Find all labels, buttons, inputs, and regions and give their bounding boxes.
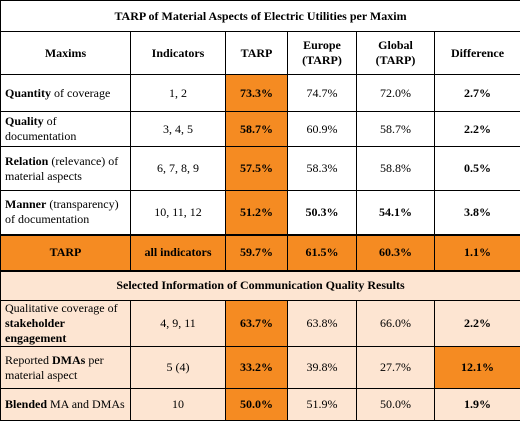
cell: 58.3% <box>288 147 357 191</box>
item-bold: stakeholder engagement <box>5 316 66 345</box>
cell: 6, 7, 8, 9 <box>131 147 226 191</box>
item-text: Reported <box>5 353 52 367</box>
cell: 58.7% <box>357 112 435 147</box>
header: TARP <box>226 32 288 75</box>
maxim-bold: Relation <box>5 154 48 168</box>
header: Maxims <box>1 32 131 75</box>
total-cell: 59.7% <box>226 235 288 271</box>
header: Difference <box>435 32 520 75</box>
cell: 10, 11, 12 <box>131 191 226 235</box>
section-title: Selected Information of Communication Qu… <box>1 271 520 301</box>
maxim: Quality of documentation <box>1 112 131 147</box>
cell: 39.8% <box>288 347 357 389</box>
header: Indicators <box>131 32 226 75</box>
total-cell: all indicators <box>131 235 226 271</box>
maxim-bold: Quality <box>5 114 44 128</box>
cell: 63.7% <box>226 301 288 347</box>
cell: 58.7% <box>226 112 288 147</box>
cell: 1, 2 <box>131 75 226 112</box>
maxim-text: of coverage <box>51 86 110 100</box>
cell: 1.9% <box>435 389 520 421</box>
total-cell: 61.5% <box>288 235 357 271</box>
total-cell: TARP <box>1 235 131 271</box>
cell: 2.7% <box>435 75 520 112</box>
item-bold: DMAs <box>52 353 85 367</box>
item: Reported DMAs per material aspect <box>1 347 131 389</box>
maxim: Manner (transparency) of documentation <box>1 191 131 235</box>
maxim: Relation (relevance) of material aspects <box>1 147 131 191</box>
cell: 10 <box>131 389 226 421</box>
cell: 3, 4, 5 <box>131 112 226 147</box>
item-text: MA and DMAs <box>47 397 125 411</box>
total-cell: 60.3% <box>357 235 435 271</box>
item: Blended MA and DMAs <box>1 389 131 421</box>
cell: 12.1% <box>435 347 520 389</box>
cell: 73.3% <box>226 75 288 112</box>
item-bold: Blended <box>5 397 47 411</box>
item: Qualitative coverage of stakeholder enga… <box>1 301 131 347</box>
maxim: Quantity of coverage <box>1 75 131 112</box>
cell: 0.5% <box>435 147 520 191</box>
maxim-bold: Manner <box>5 197 46 211</box>
header: Europe (TARP) <box>288 32 357 75</box>
cell: 66.0% <box>357 301 435 347</box>
cell: 3.8% <box>435 191 520 235</box>
cell: 2.2% <box>435 112 520 147</box>
cell: 58.8% <box>357 147 435 191</box>
cell: 57.5% <box>226 147 288 191</box>
cell: 60.9% <box>288 112 357 147</box>
cell: 50.0% <box>226 389 288 421</box>
table-title: TARP of Material Aspects of Electric Uti… <box>1 1 520 32</box>
cell: 54.1% <box>357 191 435 235</box>
cell: 33.2% <box>226 347 288 389</box>
cell: 74.7% <box>288 75 357 112</box>
cell: 63.8% <box>288 301 357 347</box>
maxim-bold: Quantity <box>5 86 51 100</box>
cell: 51.2% <box>226 191 288 235</box>
cell: 5 (4) <box>131 347 226 389</box>
item-text: Qualitative coverage of <box>5 301 118 315</box>
cell: 27.7% <box>357 347 435 389</box>
cell: 50.3% <box>288 191 357 235</box>
cell: 50.0% <box>357 389 435 421</box>
header: Global (TARP) <box>357 32 435 75</box>
cell: 72.0% <box>357 75 435 112</box>
cell: 2.2% <box>435 301 520 347</box>
cell: 51.9% <box>288 389 357 421</box>
cell: 4, 9, 11 <box>131 301 226 347</box>
total-cell: 1.1% <box>435 235 520 271</box>
